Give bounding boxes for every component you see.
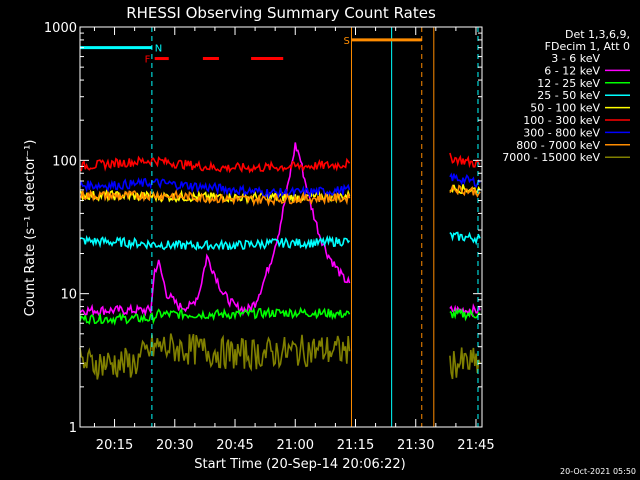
flag-label-n: N [155,44,162,55]
x-tick-label-6: 21:30 [397,438,434,453]
legend-label-4: 25 - 50 keV [537,89,600,102]
x-tick-label-4: 21:00 [277,438,314,453]
legend-header-1: Det 1,3,6,9, [565,28,630,41]
legend-header-2: FDecim 1, Att 0 [545,40,630,53]
chart-title: RHESSI Observing Summary Count Rates [126,4,436,22]
y-tick-label-3: 100 [52,154,77,169]
series-6-segment-1 [79,155,351,174]
x-tick-label-5: 21:15 [337,438,374,453]
legend-label-8: 800 - 7000 keV [516,139,600,152]
series-3-segment-2 [449,307,481,322]
x-tick-label-1: 20:15 [96,438,133,453]
x-tick-label-3: 20:45 [216,438,253,453]
y-axis-label: Count Rate (s⁻¹ detector⁻¹) [23,140,38,317]
footer-timestamp: 20-Oct-2021 05:50 [560,467,636,476]
legend-label-2: 6 - 12 keV [544,64,600,77]
series-3-segment-1 [79,306,351,326]
flag-label-s: S [343,36,349,47]
axis-ticks: 20:15 20:30 20:45 21:00 21:15 21:30 21:45 1 10 10… [44,21,495,453]
series-4-segment-2 [449,231,481,246]
series-8-segment-1 [79,188,351,207]
flag-label-f: F [145,55,151,66]
x-tick-label-7: 21:45 [457,438,494,453]
y-tick-label-1: 1 [69,421,77,436]
series-6-segment-2 [449,152,481,169]
series-1-segment-2 [449,392,481,424]
series-9-segment-1 [79,333,351,380]
y-tick-label-2: 10 [60,288,77,303]
series-7-segment-1 [79,176,351,200]
legend-label-9: 7000 - 15000 keV [502,151,600,164]
legend-label-6: 100 - 300 keV [523,114,600,127]
legend-label-3: 12 - 25 keV [537,77,600,90]
plot-frame [79,26,483,428]
legend-label-5: 50 - 100 keV [530,102,600,115]
series-8-segment-2 [449,184,481,198]
series-4-segment-1 [79,234,351,251]
series-2-segment-1 [79,142,351,317]
y-tick-label-4: 1000 [44,21,77,36]
legend-label-7: 300 - 800 keV [523,126,600,139]
plot-traces [79,142,481,424]
x-tick-label-2: 20:30 [156,438,193,453]
legend-label-1: 3 - 6 keV [551,52,600,65]
series-9-segment-2 [449,347,481,380]
x-axis-label: Start Time (20-Sep-14 20:06:22) [194,457,405,472]
series-7-segment-2 [449,172,481,188]
